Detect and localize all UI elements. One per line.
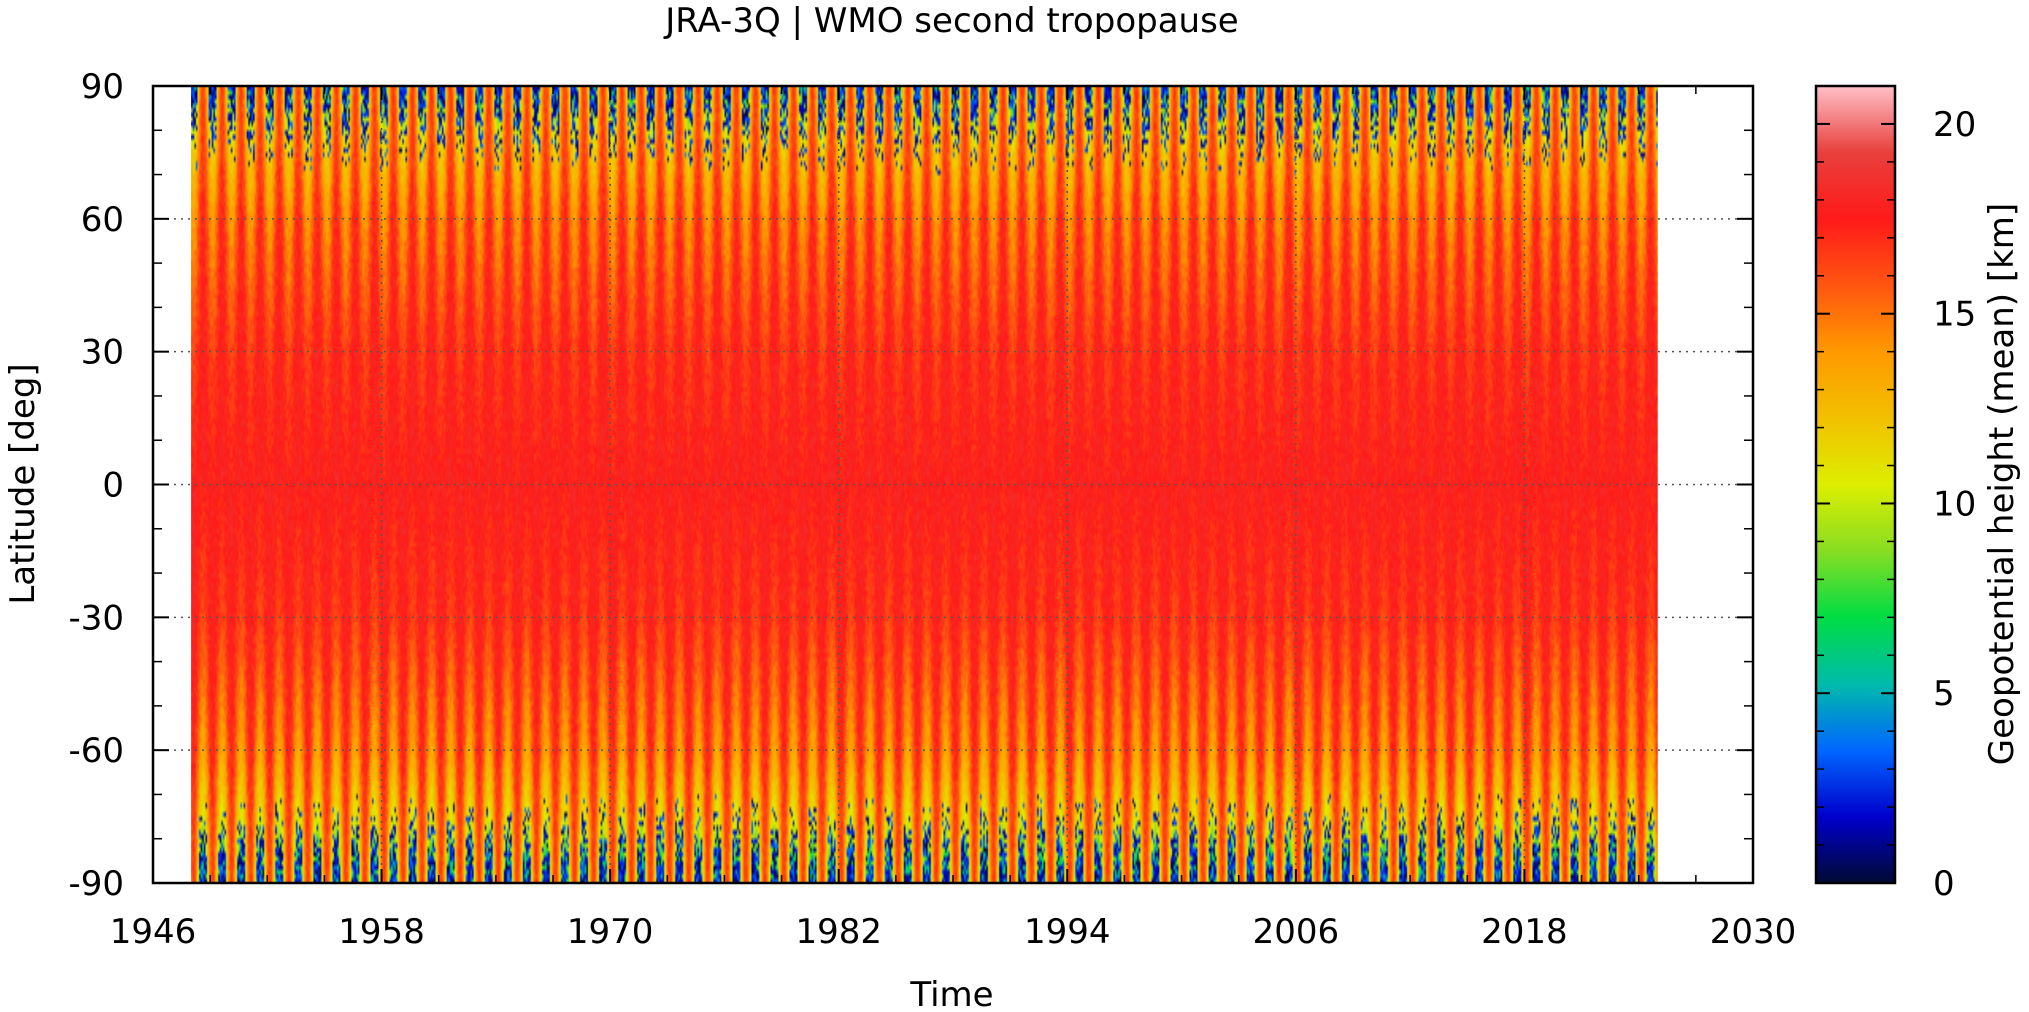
y-tick-label: -90 xyxy=(68,864,124,904)
colorbar-tick-label: 0 xyxy=(1933,864,1955,904)
x-tick-label: 2030 xyxy=(1710,912,1797,952)
colorbar-tick-label: 15 xyxy=(1933,295,1976,335)
y-axis-label: Latitude [deg] xyxy=(3,363,43,604)
y-tick-label: -30 xyxy=(68,598,124,638)
y-tick-label: 90 xyxy=(81,67,124,107)
y-axis: 90 60 30 0 -30 -60 -90 xyxy=(68,67,1753,904)
x-tick-label: 1970 xyxy=(567,912,654,952)
grid-lines xyxy=(153,86,1753,883)
y-tick-label: 30 xyxy=(81,333,124,373)
colorbar-tick-label: 10 xyxy=(1933,484,1976,524)
colorbar: 20 15 10 5 0 Geopotential height (mean) [km] xyxy=(1814,84,2022,904)
x-tick-label: 2006 xyxy=(1253,912,1340,952)
colorbar-gradient xyxy=(1816,86,1895,883)
x-tick-label: 1958 xyxy=(338,912,425,952)
x-tick-label: 1994 xyxy=(1024,912,1111,952)
x-axis: 1946 1958 1970 1982 1994 2006 2018 2030 xyxy=(110,86,1797,952)
y-tick-label: 60 xyxy=(81,200,124,240)
plot-area: 1946 1958 1970 1982 1994 2006 2018 2030 90 60 30 0… xyxy=(68,67,1796,952)
chart-title: JRA-3Q | WMO second tropopause xyxy=(663,1,1238,41)
colorbar-label: Geopotential height (mean) [km] xyxy=(1982,203,2022,765)
y-tick-label: -60 xyxy=(68,731,124,771)
x-axis-label: Time xyxy=(909,975,993,1012)
colorbar-ticks: 20 15 10 5 0 xyxy=(1816,105,1976,904)
colorbar-frame xyxy=(1814,84,1897,885)
colorbar-tick-label: 20 xyxy=(1933,105,1976,145)
x-tick-label: 2018 xyxy=(1481,912,1568,952)
y-tick-label: 0 xyxy=(102,466,124,506)
x-tick-label: 1946 xyxy=(110,912,197,952)
colorbar-tick-label: 5 xyxy=(1933,674,1955,714)
x-tick-label: 1982 xyxy=(795,912,882,952)
